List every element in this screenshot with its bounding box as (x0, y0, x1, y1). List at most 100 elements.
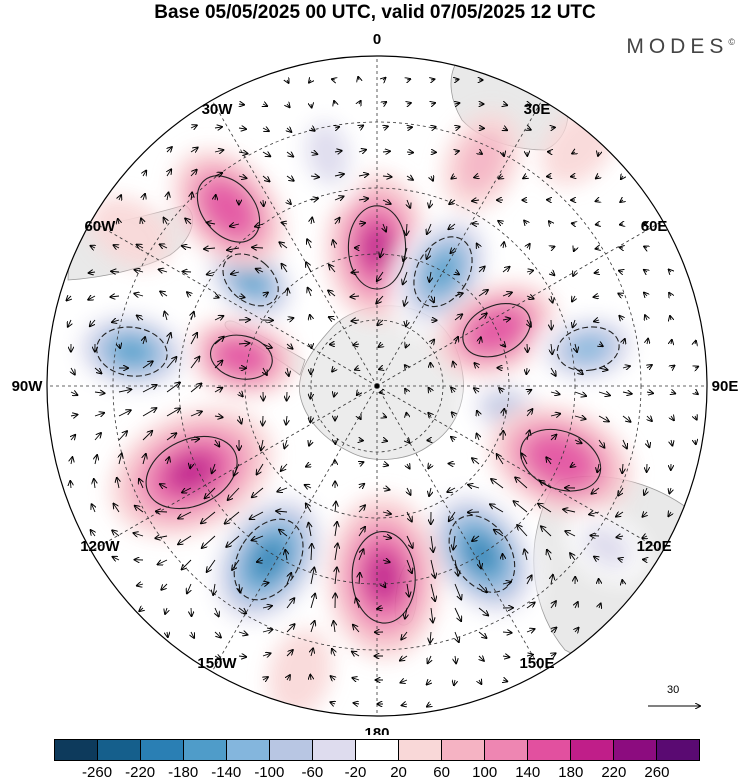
wind-vector (622, 415, 631, 422)
wind-vector (527, 319, 531, 327)
colorbar-swatch (399, 740, 442, 760)
wind-vector (358, 150, 366, 152)
wind-vector (310, 675, 311, 681)
wind-vector (215, 607, 219, 616)
meridian-line (376, 385, 543, 672)
wind-vector (502, 632, 512, 633)
wind-vector (142, 385, 157, 393)
wind-vector (214, 631, 221, 638)
wind-vector (383, 584, 385, 587)
wind-vector (403, 247, 407, 261)
wind-vector (261, 439, 263, 450)
wind-vector (551, 247, 554, 248)
wind-vector (262, 175, 270, 181)
wind-vector (503, 680, 507, 681)
colorbar (54, 739, 700, 761)
wind-vector (357, 392, 359, 395)
wind-vector (191, 607, 192, 616)
brand-name: MODES (626, 35, 729, 58)
wind-vector (263, 367, 267, 375)
wind-vector (214, 316, 223, 320)
wind-vector (214, 337, 224, 345)
colorbar-swatch (313, 740, 356, 760)
wind-vector (502, 267, 510, 273)
wind-vector (594, 557, 599, 560)
wind-vector (167, 169, 171, 177)
colorbar-tick: -180 (168, 764, 199, 781)
wind-vector (377, 271, 384, 281)
wind-vector (117, 478, 119, 489)
colorbar-tick: -260 (82, 764, 113, 781)
wind-vector (68, 319, 71, 327)
wind-vector (427, 704, 431, 707)
colorbar-swatch (571, 740, 614, 760)
wind-vector (431, 176, 433, 181)
wind-vector (431, 295, 434, 302)
wind-vector (592, 487, 600, 494)
wind-vector (143, 454, 146, 465)
colorbar-tick: 60 (433, 764, 450, 781)
colorbar-tick: -60 (301, 764, 324, 781)
globe-boundary (46, 55, 708, 717)
wind-vector (478, 631, 487, 638)
wind-vector (596, 224, 599, 225)
wind-vector (310, 391, 311, 399)
wind-vector (287, 367, 289, 376)
wind-vector (382, 560, 390, 562)
contour-layer (96, 175, 620, 624)
wind-vector (565, 531, 576, 537)
wind-vector (551, 575, 553, 585)
wind-vector (358, 77, 359, 80)
meridian-line (376, 100, 543, 387)
wind-vector (255, 224, 264, 227)
wind-vector (538, 504, 552, 513)
wind-vector (94, 433, 101, 441)
wind-vector (190, 170, 197, 177)
wind-vector (310, 594, 315, 609)
wind-vector (212, 463, 215, 473)
wind-vector (451, 388, 455, 392)
wind-vector (308, 288, 311, 297)
wind-vector (310, 176, 319, 177)
wind-vector (141, 218, 143, 225)
wind-vector (238, 176, 246, 178)
wind-vector (430, 363, 431, 368)
wind-vector (160, 244, 168, 248)
anomaly-contour (96, 326, 168, 377)
wind-vector (669, 488, 671, 493)
wind-vector (491, 479, 504, 489)
colorbar-tick: -20 (344, 764, 367, 781)
wind-vector (431, 535, 433, 552)
wind-vector (214, 416, 223, 417)
wind-vector (403, 271, 408, 284)
wind-vector (94, 413, 104, 416)
wind-vector (71, 435, 75, 440)
wind-vector (695, 392, 698, 394)
wind-vector (139, 608, 143, 611)
wind-vector (166, 408, 180, 417)
meridian-line (376, 220, 663, 387)
wind-vector (455, 79, 459, 80)
wind-vector (407, 583, 409, 597)
wind-vector (455, 272, 459, 274)
wind-vector (599, 344, 603, 346)
wind-vector (310, 152, 317, 154)
wind-vector (671, 366, 674, 368)
colorbar-swatch (442, 740, 485, 760)
wind-vector (119, 344, 120, 348)
wind-vector (359, 484, 364, 488)
wind-vector (382, 536, 391, 538)
wind-vector (455, 337, 458, 345)
wind-vector (137, 316, 144, 321)
wind-vector (279, 242, 288, 249)
wind-vector (522, 454, 528, 465)
wind-vector (356, 598, 359, 609)
wind-vector (478, 267, 485, 273)
wind-vector (454, 293, 463, 296)
wind-vector (286, 624, 295, 633)
wind-vector (119, 195, 121, 200)
wind-vector (503, 104, 507, 105)
wind-vector (472, 535, 480, 541)
south-pole-marker (374, 383, 380, 389)
wind-vector (238, 607, 246, 613)
